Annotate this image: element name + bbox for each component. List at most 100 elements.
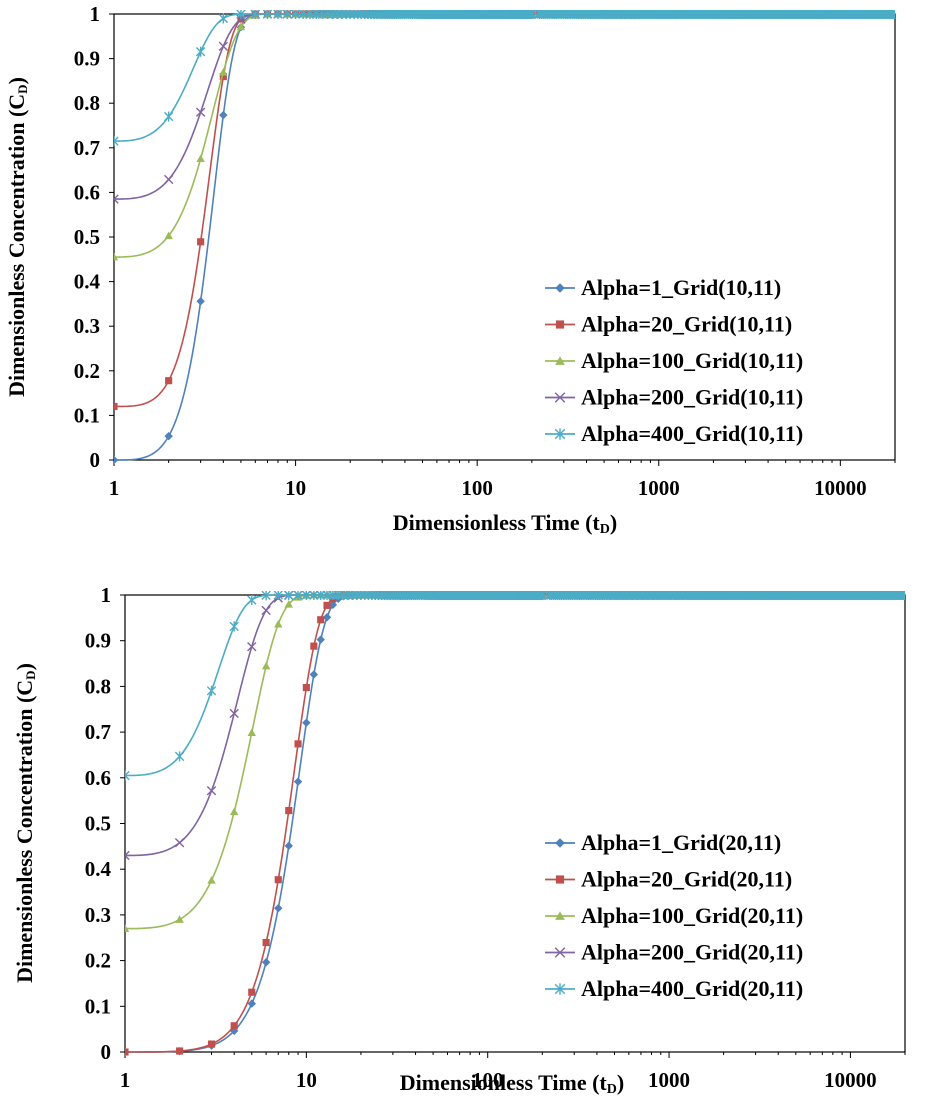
data-point-0 — [274, 904, 283, 913]
y-tick-label: 0.9 — [74, 47, 100, 71]
data-point-1 — [294, 740, 302, 748]
y-tick-label: 0.4 — [74, 270, 101, 294]
y-axis-title-close: ) — [12, 663, 37, 670]
y-axis-title-close: ) — [4, 77, 29, 84]
x-tick-label: 100 — [461, 476, 493, 500]
x-tick-label: 1 — [120, 1068, 131, 1092]
data-point-4 — [332, 10, 343, 20]
data-point-4 — [261, 591, 271, 601]
data-point-4 — [114, 136, 119, 147]
legend-marker — [555, 320, 565, 329]
data-point-1 — [219, 73, 227, 81]
legend-marker — [555, 838, 565, 848]
data-point-3 — [218, 41, 229, 51]
data-point-1 — [114, 402, 118, 411]
legend-marker — [554, 428, 566, 440]
data-point-3 — [229, 708, 239, 719]
data-point-0 — [247, 999, 256, 1008]
data-point-2 — [261, 661, 271, 670]
legend-label-2: Alpha=100_Grid(20,11) — [581, 903, 803, 928]
data-point-1 — [125, 1048, 129, 1056]
y-tick-label: 0.3 — [74, 314, 100, 338]
y-tick-label: 0.9 — [85, 629, 111, 653]
y-tick-label: 1 — [90, 2, 101, 26]
data-point-0 — [309, 670, 319, 679]
series-4 — [114, 10, 895, 147]
y-axis-title: Dimensionless Concentration (CD) — [4, 77, 30, 397]
data-point-0 — [293, 777, 303, 786]
data-point-4 — [218, 13, 229, 24]
x-axis-title-main: Dimensionless Time (t — [400, 1070, 608, 1095]
data-point-1 — [248, 988, 256, 996]
y-tick-label: 0.2 — [85, 949, 111, 973]
data-point-4 — [206, 685, 217, 696]
data-point-1 — [274, 876, 282, 884]
data-point-4 — [273, 591, 283, 601]
legend-label-0: Alpha=1_Grid(10,11) — [581, 275, 781, 300]
data-point-2 — [164, 231, 173, 240]
data-point-0 — [229, 1026, 239, 1036]
y-tick-label: 1 — [101, 583, 112, 607]
y-tick-label: 0.8 — [85, 674, 111, 698]
legend-marker — [555, 356, 565, 365]
data-point-4 — [290, 10, 301, 20]
data-point-4 — [298, 10, 308, 20]
data-point-3 — [114, 194, 119, 204]
data-point-3 — [247, 641, 257, 652]
data-point-3 — [206, 786, 217, 796]
data-point-2 — [219, 67, 228, 76]
legend-marker — [555, 875, 565, 884]
data-point-4 — [301, 591, 312, 601]
data-point-1 — [230, 1022, 238, 1030]
y-tick-label: 0.7 — [74, 136, 100, 160]
legend-label-4: Alpha=400_Grid(10,11) — [581, 421, 803, 446]
x-tick-label: 1000 — [648, 1068, 690, 1092]
data-point-1 — [176, 1047, 184, 1055]
data-point-3 — [195, 107, 206, 117]
y-tick-label: 0.4 — [85, 857, 112, 881]
series-3 — [114, 10, 895, 204]
data-point-2 — [236, 22, 246, 31]
data-point-4 — [174, 751, 185, 762]
x-tick-label: 10 — [285, 476, 306, 500]
data-point-4 — [309, 591, 319, 601]
y-axis-title-main: Dimensionless Concentration (C — [4, 94, 29, 397]
y-tick-label: 0.1 — [74, 403, 100, 427]
data-point-4 — [890, 10, 895, 20]
y-tick-label: 0.6 — [85, 766, 111, 790]
data-point-4 — [293, 591, 303, 601]
series-4 — [125, 591, 905, 781]
chart-bottom: 0 0.1 0.2 0.3 0.4 0.5 0.6 0.7 0.8 0.9 1 1 10 100 1000 1… — [12, 583, 906, 1097]
legend-label-4: Alpha=400_Grid(20,11) — [581, 976, 803, 1001]
x-tick-label: 10 — [296, 1068, 317, 1092]
chart-top: 0 0.1 0.2 0.3 0.4 0.5 0.6 0.7 0.8 0.9 1 1 10 100 1000 1… — [4, 2, 896, 537]
y-axis-title-main: Dimensionless Concentration (C — [12, 680, 37, 983]
data-point-2 — [114, 252, 119, 261]
x-tick-label: 10000 — [824, 1068, 877, 1092]
x-axis-title-sub: D — [607, 1082, 617, 1097]
data-point-4 — [125, 770, 130, 781]
data-point-3 — [163, 174, 174, 185]
data-point-4 — [527, 10, 537, 20]
legend-label-3: Alpha=200_Grid(20,11) — [581, 940, 803, 965]
series-line-4 — [114, 13, 895, 142]
data-point-1 — [197, 238, 205, 246]
data-point-3 — [261, 605, 271, 616]
data-point-4 — [250, 10, 260, 20]
x-axis-title-close: ) — [610, 510, 617, 535]
data-point-0 — [114, 455, 119, 464]
data-point-3 — [125, 850, 130, 861]
data-point-2 — [175, 915, 184, 923]
y-tick-label: 0.2 — [74, 359, 100, 383]
data-point-4 — [282, 10, 292, 20]
x-tick-label: 1000 — [638, 476, 680, 500]
data-point-4 — [163, 111, 174, 122]
data-point-2 — [274, 619, 283, 628]
y-tick-label: 0.5 — [74, 225, 100, 249]
data-point-2 — [207, 876, 216, 884]
x-tick-label: 100 — [472, 1068, 504, 1092]
y-tick-label: 0 — [90, 448, 101, 472]
y-tick-label: 0.5 — [85, 812, 111, 836]
data-point-4 — [236, 10, 246, 20]
legend-marker — [554, 983, 566, 995]
